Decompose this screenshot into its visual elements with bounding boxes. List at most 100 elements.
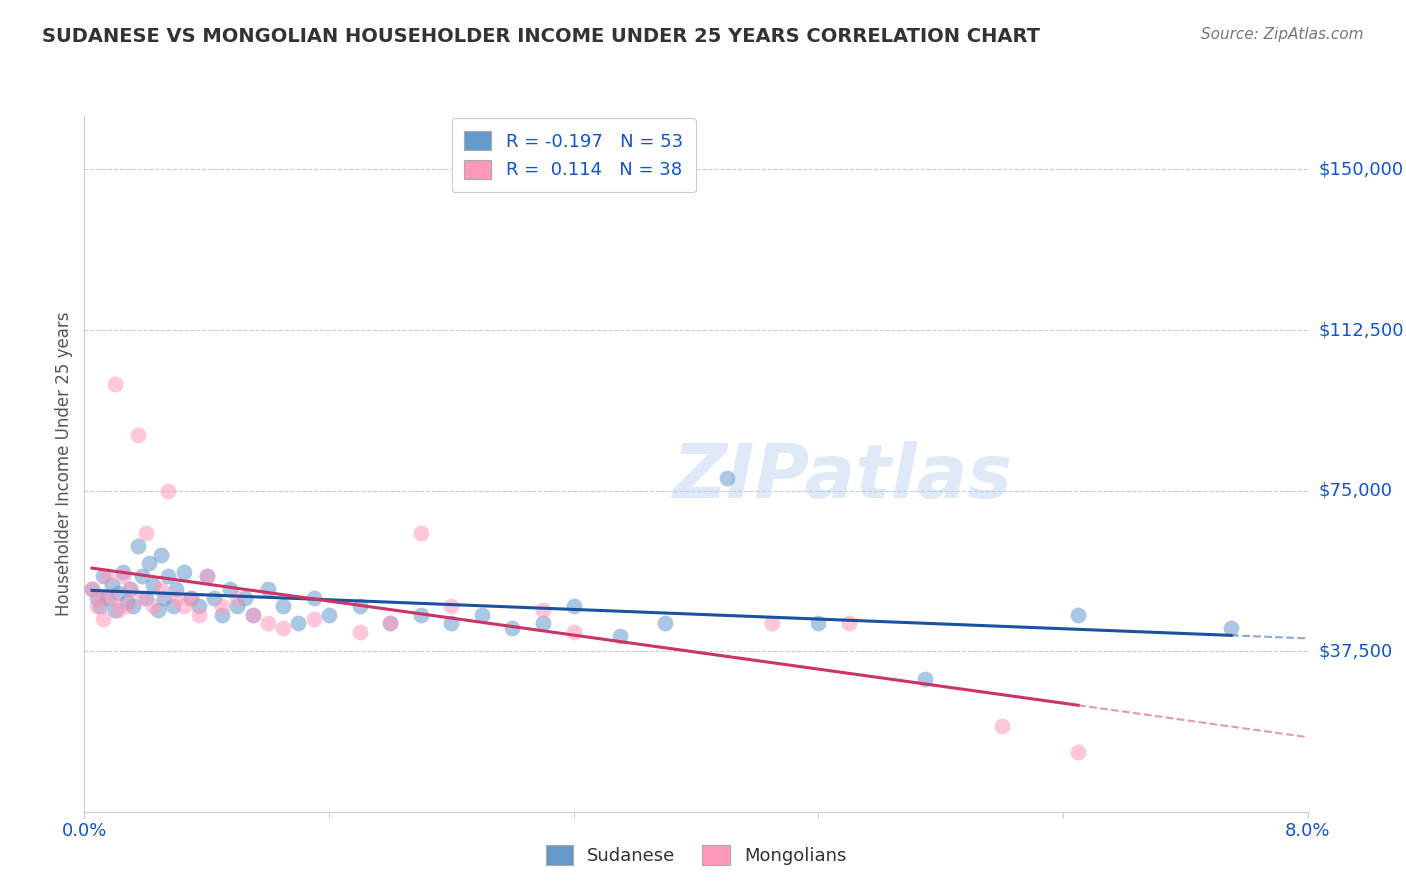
Point	[188, 607, 211, 622]
Point	[562, 624, 585, 639]
Point	[1220, 621, 1243, 635]
Point	[531, 603, 554, 617]
Point	[761, 616, 783, 631]
Point	[86, 591, 108, 605]
Legend: Sudanese, Mongolians: Sudanese, Mongolians	[538, 838, 853, 872]
Point	[142, 599, 165, 614]
Point	[80, 582, 103, 596]
Text: $112,500: $112,500	[1319, 321, 1405, 339]
Point	[135, 591, 157, 605]
Point	[501, 621, 523, 635]
Point	[409, 607, 432, 622]
Point	[180, 591, 202, 605]
Point	[188, 599, 211, 614]
Point	[409, 526, 432, 541]
Point	[233, 591, 256, 605]
Point	[440, 599, 463, 614]
Text: $150,000: $150,000	[1319, 161, 1403, 178]
Point	[146, 603, 169, 617]
Point	[287, 616, 309, 631]
Point	[195, 569, 218, 583]
Point	[162, 599, 184, 614]
Point	[195, 569, 218, 583]
Point	[89, 591, 111, 605]
Point	[165, 591, 187, 605]
Point	[242, 607, 264, 622]
Point	[127, 539, 149, 553]
Point	[990, 719, 1012, 733]
Point	[157, 483, 180, 498]
Point	[440, 616, 463, 631]
Point	[471, 607, 494, 622]
Point	[173, 565, 195, 579]
Point	[107, 586, 129, 600]
Point	[180, 591, 202, 605]
Point	[104, 603, 127, 617]
Point	[120, 582, 142, 596]
Point	[91, 569, 114, 583]
Point	[131, 591, 153, 605]
Point	[1067, 607, 1090, 622]
Point	[115, 599, 138, 614]
Point	[271, 599, 294, 614]
Point	[242, 607, 264, 622]
Point	[218, 582, 240, 596]
Point	[89, 599, 111, 614]
Point	[101, 578, 124, 592]
Point	[153, 591, 176, 605]
Point	[257, 616, 280, 631]
Point	[349, 599, 371, 614]
Point	[211, 607, 233, 622]
Text: $75,000: $75,000	[1319, 482, 1393, 500]
Point	[173, 599, 195, 614]
Text: $37,500: $37,500	[1319, 642, 1393, 660]
Y-axis label: Householder Income Under 25 years: Householder Income Under 25 years	[55, 311, 73, 616]
Point	[609, 629, 631, 643]
Point	[101, 591, 124, 605]
Point	[165, 582, 187, 596]
Point	[302, 591, 325, 605]
Point	[807, 616, 830, 631]
Point	[111, 569, 134, 583]
Text: SUDANESE VS MONGOLIAN HOUSEHOLDER INCOME UNDER 25 YEARS CORRELATION CHART: SUDANESE VS MONGOLIAN HOUSEHOLDER INCOME…	[42, 27, 1040, 45]
Point	[271, 621, 294, 635]
Point	[318, 607, 340, 622]
Point	[91, 612, 114, 626]
Point	[138, 557, 160, 571]
Point	[914, 672, 936, 686]
Point	[149, 548, 172, 562]
Point	[562, 599, 585, 614]
Point	[380, 616, 402, 631]
Point	[226, 591, 249, 605]
Point	[122, 599, 145, 614]
Point	[142, 578, 165, 592]
Point	[716, 471, 738, 485]
Point	[838, 616, 860, 631]
Point	[96, 591, 118, 605]
Point	[380, 616, 402, 631]
Point	[96, 569, 118, 583]
Point	[115, 595, 138, 609]
Point	[211, 599, 233, 614]
Point	[226, 599, 249, 614]
Point	[257, 582, 280, 596]
Point	[111, 565, 134, 579]
Point	[157, 569, 180, 583]
Point	[1067, 745, 1090, 759]
Point	[80, 582, 103, 596]
Point	[127, 428, 149, 442]
Point	[149, 582, 172, 596]
Point	[120, 582, 142, 596]
Point	[131, 569, 153, 583]
Text: Source: ZipAtlas.com: Source: ZipAtlas.com	[1201, 27, 1364, 42]
Text: ZIPatlas: ZIPatlas	[672, 442, 1012, 515]
Point	[654, 616, 676, 631]
Point	[202, 591, 225, 605]
Point	[135, 526, 157, 541]
Point	[107, 603, 129, 617]
Point	[104, 376, 127, 391]
Point	[531, 616, 554, 631]
Point	[349, 624, 371, 639]
Point	[302, 612, 325, 626]
Point	[86, 599, 108, 614]
